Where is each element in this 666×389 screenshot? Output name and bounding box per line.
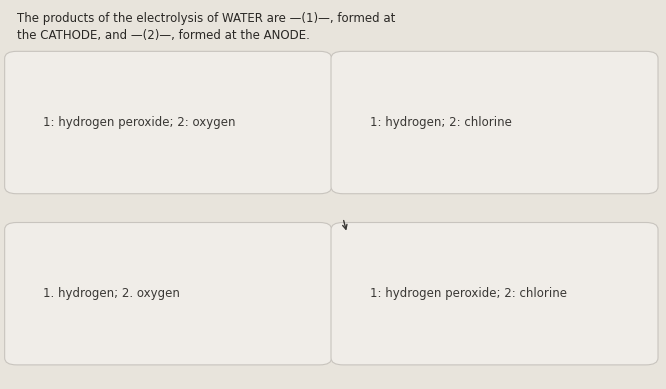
Text: The products of the electrolysis of WATER are —(1)—, formed at
the CATHODE, and : The products of the electrolysis of WATE… xyxy=(17,12,395,42)
Text: 1. hydrogen; 2. oxygen: 1. hydrogen; 2. oxygen xyxy=(43,287,180,300)
FancyBboxPatch shape xyxy=(331,223,658,365)
FancyBboxPatch shape xyxy=(5,51,332,194)
Text: 1: hydrogen peroxide; 2: oxygen: 1: hydrogen peroxide; 2: oxygen xyxy=(43,116,236,129)
FancyBboxPatch shape xyxy=(331,51,658,194)
Text: 1: hydrogen peroxide; 2: chlorine: 1: hydrogen peroxide; 2: chlorine xyxy=(370,287,567,300)
Text: 1: hydrogen; 2: chlorine: 1: hydrogen; 2: chlorine xyxy=(370,116,511,129)
FancyBboxPatch shape xyxy=(5,223,332,365)
